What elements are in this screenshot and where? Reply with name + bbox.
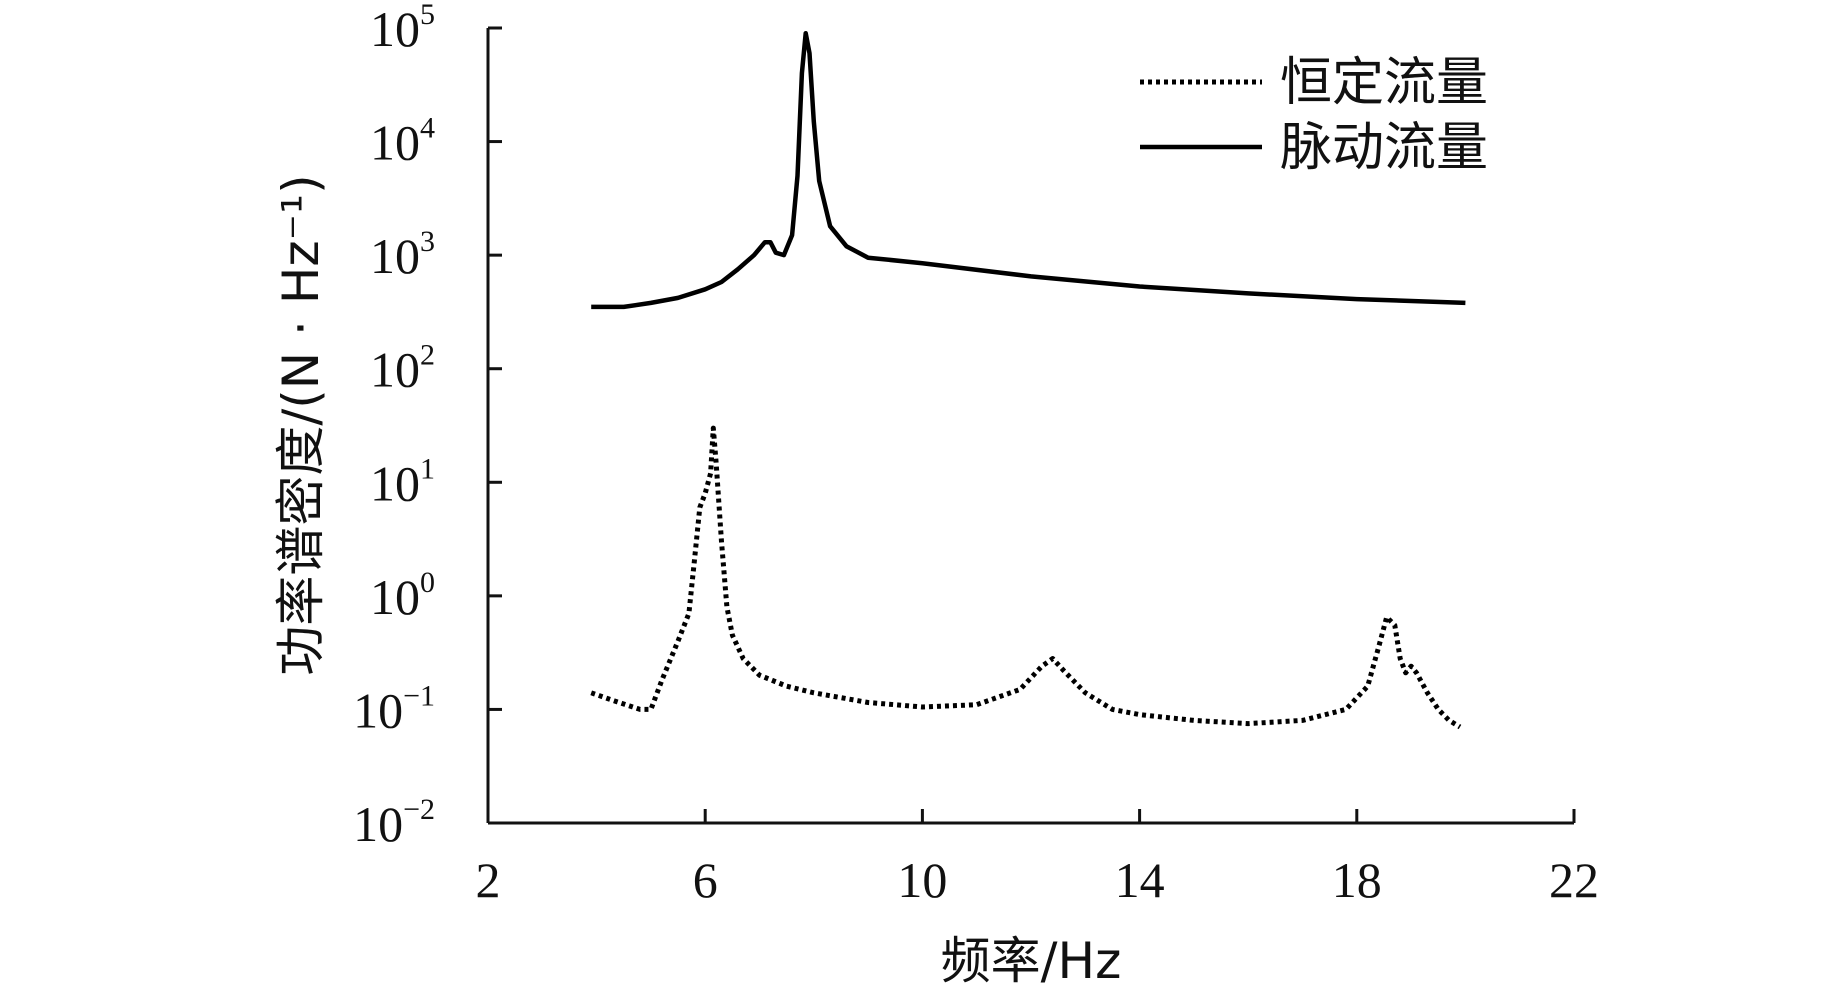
y-tick-label: 104 bbox=[370, 112, 435, 171]
y-tick-label: 102 bbox=[370, 339, 435, 398]
x-tick-label: 22 bbox=[1549, 852, 1599, 908]
series-line-1 bbox=[590, 425, 1462, 730]
x-axis-title: 频率/Hz bbox=[941, 932, 1122, 990]
y-tick-label: 101 bbox=[370, 452, 435, 511]
y-tick-label: 105 bbox=[370, 0, 435, 57]
plot-frame bbox=[486, 28, 1574, 825]
y-tick-label: 103 bbox=[370, 225, 435, 284]
y-tick-label: 10−2 bbox=[353, 793, 435, 852]
x-tick-label: 6 bbox=[693, 852, 718, 908]
x-tick-label: 18 bbox=[1332, 852, 1382, 908]
x-tick-label: 10 bbox=[897, 852, 947, 908]
y-tick-label: 100 bbox=[370, 566, 435, 625]
axis-ticks: 2 6 10 14 18 22 105 104 103 102 101 100 10−1 10−2 bbox=[353, 0, 1599, 908]
x-tick-label: 14 bbox=[1115, 852, 1165, 908]
y-tick-label: 10−1 bbox=[353, 679, 435, 738]
legend-label: 脉动流量 bbox=[1280, 118, 1488, 178]
series-layer bbox=[590, 30, 1466, 730]
y-axis-title: 功率谱密度/(N · Hz⁻¹) bbox=[272, 174, 330, 675]
x-tick-label: 2 bbox=[476, 852, 501, 908]
legend-label: 恒定流量 bbox=[1280, 53, 1488, 113]
series-line-2 bbox=[591, 30, 1466, 310]
